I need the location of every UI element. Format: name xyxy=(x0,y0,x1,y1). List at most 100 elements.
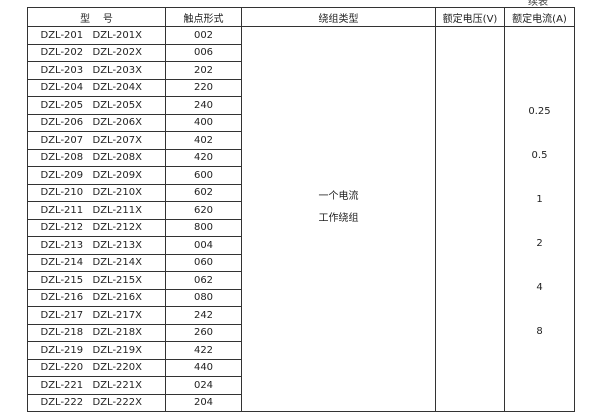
current-value: 4 xyxy=(536,282,543,293)
model-cell: DZL-213 DZL-213X xyxy=(27,236,166,255)
model-x: DZL-203X xyxy=(92,64,143,76)
table-row: DZL-218 DZL-218X 260 xyxy=(27,323,575,342)
header-model: 型 号 xyxy=(27,7,166,27)
table-row: DZL-210 DZL-210X 602 xyxy=(27,183,575,202)
model-x: DZL-213X xyxy=(92,239,143,251)
header-current: 额定电流(A) xyxy=(504,7,575,27)
model-x: DZL-222X xyxy=(92,397,143,409)
contact-cell: 060 xyxy=(165,253,242,272)
table-row: DZL-205 DZL-205X 240 xyxy=(27,96,575,115)
model-cell: DZL-219 DZL-219X xyxy=(27,341,166,360)
winding-line-1: 一个电流 xyxy=(318,191,359,202)
contact-cell: 002 xyxy=(165,26,242,45)
current-cell: 0.25 0.5 1 2 4 8 xyxy=(504,26,575,412)
current-value: 0.25 xyxy=(528,106,551,117)
model-cell: DZL-215 DZL-215X xyxy=(27,271,166,290)
model: DZL-220 xyxy=(40,362,84,374)
table-row: DZL-201 DZL-201X 002 一个电流 工作绕组 0.25 0.5 1 2 4 8 xyxy=(27,26,575,412)
model: DZL-219 xyxy=(40,344,84,356)
model-x: DZL-202X xyxy=(92,47,143,59)
model: DZL-221 xyxy=(40,379,84,391)
model-x: DZL-212X xyxy=(92,222,143,234)
model-x: DZL-205X xyxy=(92,99,143,111)
model-cell: DZL-201 DZL-201X xyxy=(27,26,166,45)
model-cell: DZL-202 DZL-202X xyxy=(27,43,166,62)
table-row: DZL-209 DZL-209X 600 xyxy=(27,166,575,185)
model-x: DZL-220X xyxy=(92,362,143,374)
model-cell: DZL-221 DZL-221X xyxy=(27,376,166,395)
model-cell: DZL-209 DZL-209X xyxy=(27,166,166,185)
model: DZL-207 xyxy=(40,134,84,146)
contact-cell: 240 xyxy=(165,96,242,115)
contact-cell: 004 xyxy=(165,236,242,255)
contact-cell: 402 xyxy=(165,131,242,150)
contact-cell: 420 xyxy=(165,148,242,167)
table-row: DZL-206 DZL-206X 400 xyxy=(27,113,575,132)
model: DZL-208 xyxy=(40,152,84,164)
model: DZL-217 xyxy=(40,309,84,321)
contact-cell: 204 xyxy=(165,393,242,412)
model-x: DZL-216X xyxy=(92,292,143,304)
header-voltage: 额定电压(V) xyxy=(435,7,505,27)
model-cell: DZL-206 DZL-206X xyxy=(27,113,166,132)
model-x: DZL-207X xyxy=(92,134,143,146)
model: DZL-222 xyxy=(40,397,84,409)
table-row: DZL-217 DZL-217X 242 xyxy=(27,306,575,325)
current-value: 2 xyxy=(536,238,543,249)
relay-spec-table: 型 号 触点形式 绕组类型 额定电压(V) 额定电流(A) DZL-201 DZL… xyxy=(27,7,575,412)
header-contact: 触点形式 xyxy=(165,7,242,27)
contact-cell: 080 xyxy=(165,288,242,307)
model: DZL-201 xyxy=(40,29,84,41)
model-cell: DZL-203 DZL-203X xyxy=(27,61,166,80)
model-x: DZL-219X xyxy=(92,344,143,356)
model-cell: DZL-216 DZL-216X xyxy=(27,288,166,307)
model-x: DZL-211X xyxy=(92,204,143,216)
contact-cell: 202 xyxy=(165,61,242,80)
current-value: 8 xyxy=(536,326,543,337)
winding-line-2: 工作绕组 xyxy=(318,213,359,224)
table-row: DZL-213 DZL-213X 004 xyxy=(27,236,575,255)
model: DZL-206 xyxy=(40,117,84,129)
model: DZL-213 xyxy=(40,239,84,251)
contact-cell: 600 xyxy=(165,166,242,185)
model: DZL-215 xyxy=(40,274,84,286)
table-row: DZL-203 DZL-203X 202 xyxy=(27,61,575,80)
model-x: DZL-206X xyxy=(92,117,143,129)
model-cell: DZL-218 DZL-218X xyxy=(27,323,166,342)
model-cell: DZL-214 DZL-214X xyxy=(27,253,166,272)
model-cell: DZL-217 DZL-217X xyxy=(27,306,166,325)
model: DZL-216 xyxy=(40,292,84,304)
model-x: DZL-221X xyxy=(92,379,143,391)
current-value: 0.5 xyxy=(531,150,548,161)
model-x: DZL-201X xyxy=(92,29,143,41)
model: DZL-210 xyxy=(40,187,84,199)
model: DZL-209 xyxy=(40,169,84,181)
table-caption: 续表 xyxy=(528,0,548,8)
contact-cell: 422 xyxy=(165,341,242,360)
model: DZL-204 xyxy=(40,82,84,94)
model-cell: DZL-208 DZL-208X xyxy=(27,148,166,167)
contact-cell: 800 xyxy=(165,218,242,237)
model: DZL-218 xyxy=(40,327,84,339)
header-winding: 绕组类型 xyxy=(241,7,436,27)
contact-cell: 260 xyxy=(165,323,242,342)
model-x: DZL-214X xyxy=(92,257,143,269)
contact-cell: 062 xyxy=(165,271,242,290)
model-cell: DZL-207 DZL-207X xyxy=(27,131,166,150)
table-row: DZL-220 DZL-220X 440 xyxy=(27,358,575,377)
table-row: DZL-202 DZL-202X 006 xyxy=(27,43,575,62)
contact-cell: 220 xyxy=(165,78,242,97)
table-row: DZL-207 DZL-207X 402 xyxy=(27,131,575,150)
model-cell: DZL-220 DZL-220X xyxy=(27,358,166,377)
contact-cell: 440 xyxy=(165,358,242,377)
contact-cell: 242 xyxy=(165,306,242,325)
current-value: 1 xyxy=(536,194,543,205)
model-cell: DZL-210 DZL-210X xyxy=(27,183,166,202)
model-x: DZL-215X xyxy=(92,274,143,286)
model-cell: DZL-212 DZL-212X xyxy=(27,218,166,237)
model-x: DZL-218X xyxy=(92,327,143,339)
contact-cell: 602 xyxy=(165,183,242,202)
model-x: DZL-209X xyxy=(92,169,143,181)
model: DZL-203 xyxy=(40,64,84,76)
winding-cell: 一个电流 工作绕组 xyxy=(241,26,436,412)
